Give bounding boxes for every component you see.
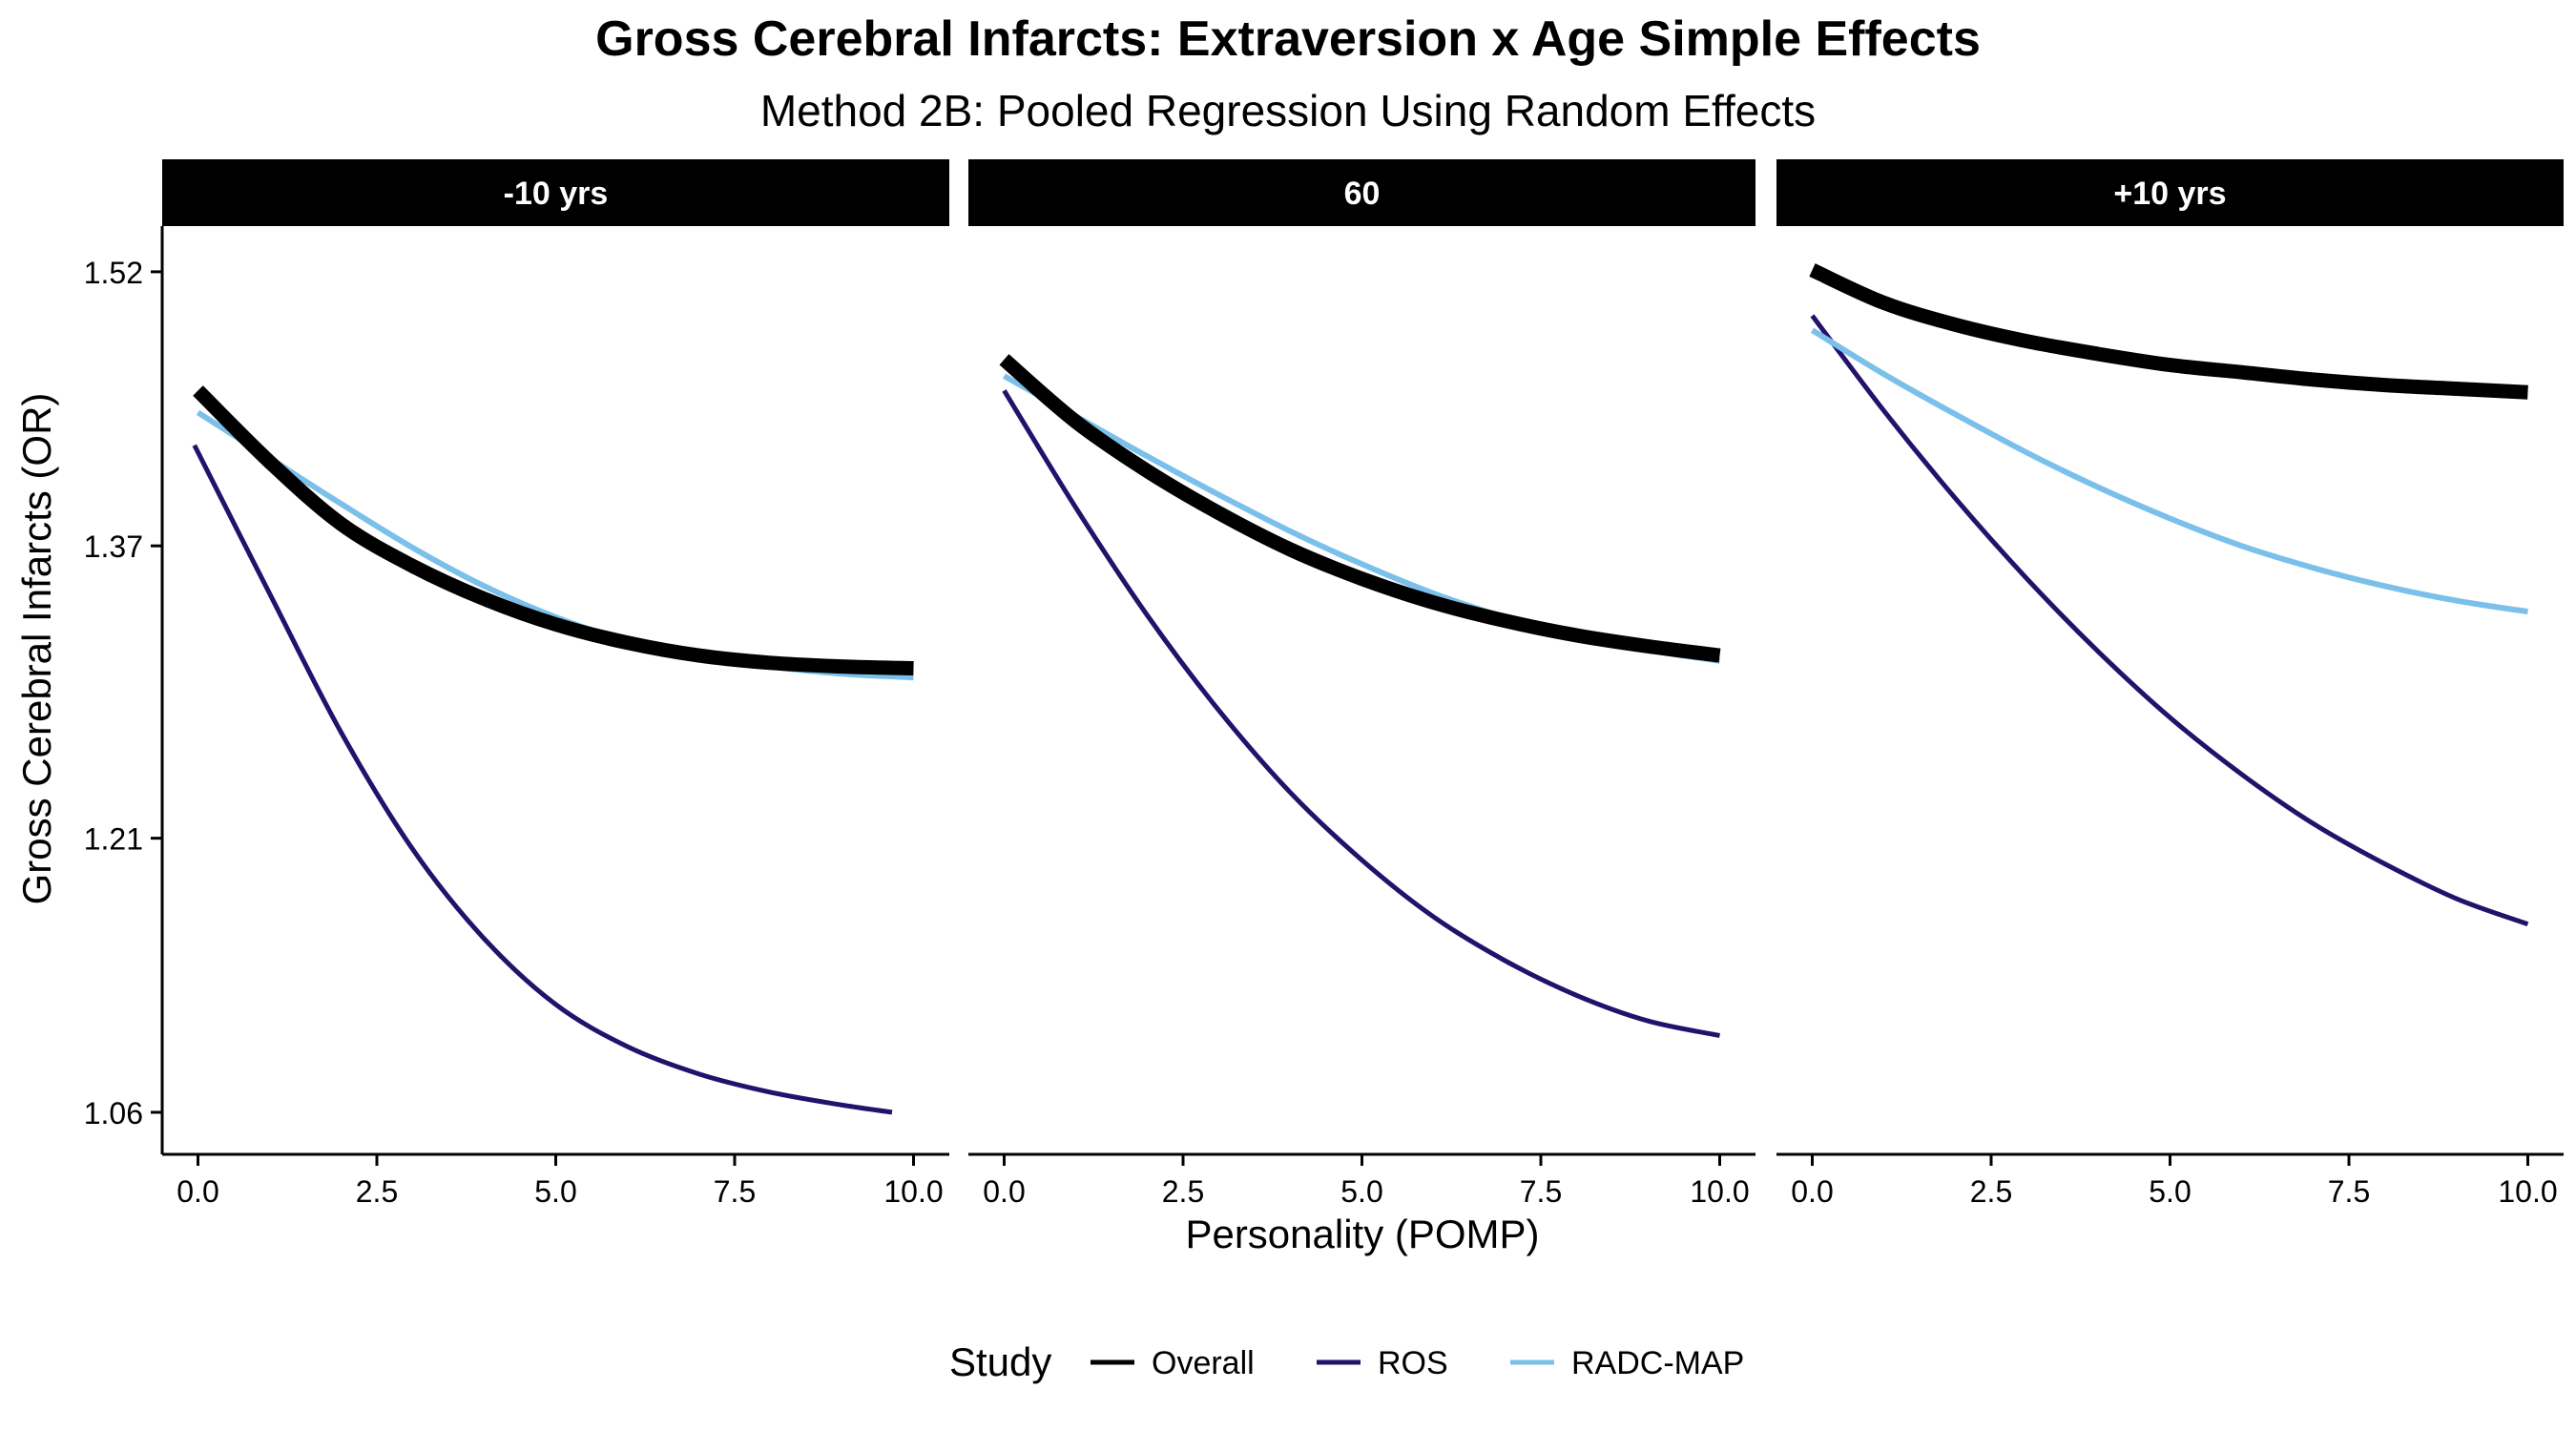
series-line-ros — [1002, 389, 1721, 1038]
facet-strip-label: +10 yrs — [2113, 176, 2226, 212]
legend: Study Overall ROS RADC-MAP — [949, 1339, 1744, 1384]
legend-label: RADC-MAP — [1571, 1345, 1744, 1381]
series-line-ros — [192, 444, 893, 1115]
y-axis-label: Gross Cerebral Infarcts (OR) — [14, 393, 59, 905]
chart-subtitle: Method 2B: Pooled Regression Using Rando… — [760, 86, 1816, 135]
facet-panel: 60 0.0 2.5 5.0 7.5 10.0 — [968, 159, 1755, 1209]
series-line-overall — [999, 354, 1721, 663]
series-line-radc-map — [196, 409, 914, 681]
x-tick-label: 10.0 — [883, 1174, 943, 1209]
x-tick-label: 7.5 — [1520, 1174, 1562, 1209]
x-tick-label: 7.5 — [2328, 1174, 2370, 1209]
x-tick-label: 0.0 — [177, 1174, 218, 1209]
series-line-overall — [1809, 263, 2528, 400]
legend-label: Overall — [1152, 1345, 1255, 1381]
legend-title: Study — [949, 1339, 1051, 1384]
y-tick-label: 1.37 — [84, 529, 143, 564]
x-tick-label: 0.0 — [1791, 1174, 1833, 1209]
facet-strip — [968, 159, 1755, 226]
x-tick-label: 5.0 — [534, 1174, 576, 1209]
facet-panel: -10 yrs 1.06 1.21 1.37 1.52 0.0 2.5 5.0 7.5 10.0 — [84, 159, 949, 1209]
facet-panel: +10 yrs 0.0 2.5 5.0 7.5 10.0 — [1776, 159, 2564, 1209]
x-tick-label: 10.0 — [1690, 1174, 1749, 1209]
facet-strip — [162, 159, 949, 226]
series-line-ros — [1810, 314, 2529, 927]
x-tick-label: 0.0 — [983, 1174, 1025, 1209]
x-tick-label: 10.0 — [2498, 1174, 2557, 1209]
x-tick-label: 2.5 — [356, 1174, 398, 1209]
facet-strip-label: -10 yrs — [504, 176, 609, 212]
y-tick-label: 1.06 — [84, 1096, 143, 1130]
x-axis-label: Personality (POMP) — [1185, 1212, 1539, 1256]
chart-title: Gross Cerebral Infarcts: Extraversion x … — [595, 11, 1981, 67]
y-tick-label: 1.21 — [84, 822, 143, 857]
y-tick-label: 1.52 — [84, 256, 143, 290]
x-tick-label: 2.5 — [1970, 1174, 2012, 1209]
x-tick-label: 5.0 — [2149, 1174, 2191, 1209]
x-tick-label: 5.0 — [1340, 1174, 1382, 1209]
x-tick-label: 2.5 — [1162, 1174, 1204, 1209]
facet-strip — [1776, 159, 2564, 226]
series-line-radc-map — [1810, 327, 2528, 615]
legend-label: ROS — [1378, 1345, 1448, 1381]
x-tick-label: 7.5 — [714, 1174, 756, 1209]
series-line-radc-map — [1003, 373, 1720, 664]
facet-strip-label: 60 — [1344, 176, 1381, 212]
series-line-overall — [193, 385, 914, 675]
